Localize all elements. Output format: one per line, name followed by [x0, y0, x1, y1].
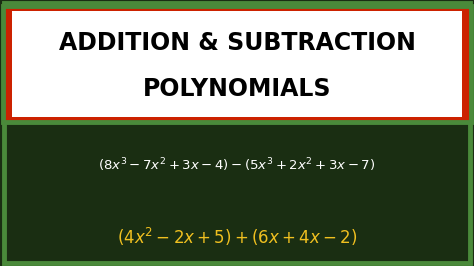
- Text: ADDITION & SUBTRACTION: ADDITION & SUBTRACTION: [59, 31, 415, 55]
- Bar: [12, 11, 462, 117]
- Text: $(4x^2 - 2x + 5) + (6x + 4x - 2)$: $(4x^2 - 2x + 5) + (6x + 4x - 2)$: [117, 226, 357, 248]
- Text: POLYNOMIALS: POLYNOMIALS: [143, 77, 331, 101]
- Bar: [3, 6, 471, 122]
- Text: $(8x^3 - 7x^2 + 3x - 4) - (5x^3 + 2x^2 + 3x - 7)$: $(8x^3 - 7x^2 + 3x - 4) - (5x^3 + 2x^2 +…: [99, 156, 375, 174]
- Bar: [3, 6, 471, 122]
